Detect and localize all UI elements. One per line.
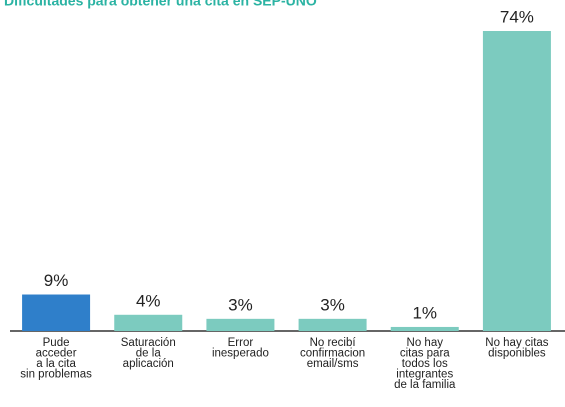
- bar: [298, 318, 367, 331]
- chart-title: Dificultades para obtener una cita en SE…: [4, 0, 317, 9]
- x-tick-label: Error inesperado: [212, 337, 269, 360]
- bar: [206, 318, 275, 331]
- x-tick-label: No recibí confirmacion email/sms: [300, 337, 365, 370]
- x-tick-label: Saturación de la aplicación: [121, 337, 176, 370]
- bar: [114, 314, 183, 331]
- bar: [482, 31, 551, 331]
- value-label: 1%: [412, 303, 437, 322]
- x-tick-label: No hay citas disponibles: [485, 337, 549, 360]
- value-label: 9%: [44, 271, 69, 290]
- value-label: 4%: [136, 291, 161, 310]
- bar: [22, 294, 91, 331]
- value-label: 74%: [500, 7, 534, 26]
- value-label: 3%: [228, 295, 253, 314]
- bar: [390, 326, 459, 331]
- value-label: 3%: [320, 295, 345, 314]
- x-tick-label: Pude acceder a la cita sin problemas: [20, 337, 92, 381]
- x-tick-label: No hay citas para todos los integrantes de l…: [394, 337, 456, 391]
